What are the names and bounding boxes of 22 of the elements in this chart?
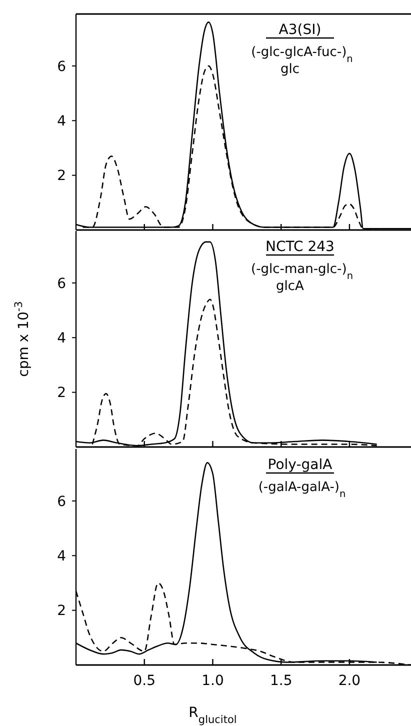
- annotation: (-glc-glcA-fuc-)$_{n}$: [251, 45, 353, 64]
- y-tick-label: 6: [57, 276, 66, 292]
- x-tick-label: 1.0: [202, 673, 224, 689]
- y-tick-label: 2: [57, 168, 66, 184]
- x-tick-label: 1.5: [270, 673, 292, 689]
- annotation: glcA: [276, 279, 304, 294]
- y-tick-label: 4: [57, 330, 66, 347]
- text: A3(SI): [278, 22, 322, 38]
- y-tick-label: 6: [57, 494, 66, 510]
- y-tick-label: 6: [57, 58, 66, 75]
- annotation: (-galA-galA-)$_{n}$: [258, 480, 346, 500]
- x-tick-label: 0.5: [133, 673, 156, 689]
- y-tick-label: 2: [57, 385, 66, 402]
- annotation: (-glc-man-glc-)$_{n}$: [251, 262, 353, 282]
- text: NCTC 243: [266, 239, 334, 255]
- y-tick-label: 4: [57, 548, 66, 565]
- y-tick-label: 4: [57, 114, 66, 130]
- x-tick-label: 2.0: [338, 673, 361, 689]
- x-axis-title: R$_{glucitol}$: [188, 705, 237, 726]
- annotation: glc: [280, 62, 300, 77]
- text: Poly-galA: [268, 457, 333, 473]
- y-tick-label: 2: [57, 603, 66, 620]
